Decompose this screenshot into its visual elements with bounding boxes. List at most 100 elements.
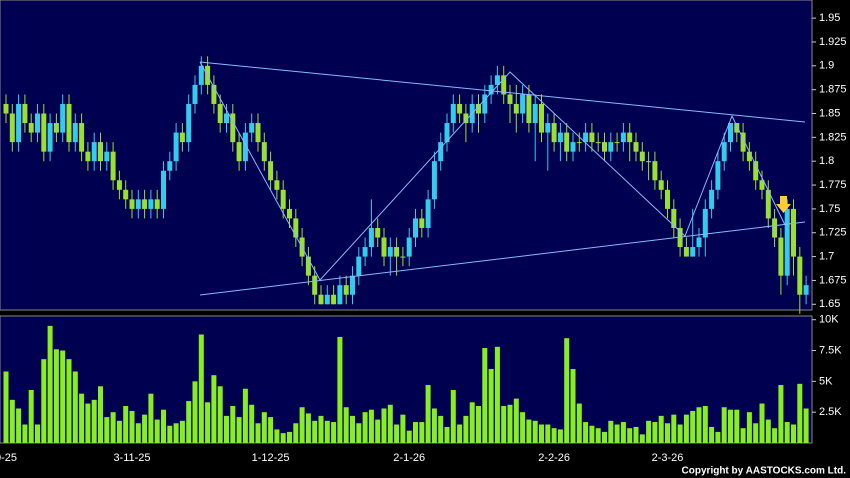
candle-body [53,123,59,133]
volume-bar [746,412,752,443]
volume-bar [179,420,185,443]
candle-body [224,113,229,124]
candle-body [765,189,771,219]
volume-bar [564,338,570,443]
y-tick-label: 5K [819,375,833,387]
candle-body [576,142,582,144]
candle-body [627,132,633,143]
candle-body [444,123,450,143]
candle-body [312,275,318,295]
volume-bar [198,334,204,443]
volume-bar [431,408,437,443]
volume-bar [759,403,765,443]
candle-body [116,180,122,190]
volume-bar [299,407,305,443]
candle-body [104,151,110,162]
volume-bar [671,414,677,443]
y-tick-label: 1.9 [819,60,834,72]
y-tick-label: 7.5K [819,344,842,356]
candle-body [41,113,47,152]
volume-bar [683,414,689,443]
candle-body [337,285,343,305]
volume-bar [444,426,450,443]
volume-panel [0,315,813,444]
candle-body [47,123,53,152]
candle-body [532,103,538,124]
volume-bar [387,404,393,443]
x-tick-label: 0-25 [0,452,17,464]
volume-bar [772,428,778,443]
candle-body [368,227,374,248]
candle-body [513,103,519,114]
volume-bar [784,422,790,443]
volume-bar [41,359,47,443]
candle-body [419,218,425,228]
volume-bar [60,350,66,443]
volume-bar [129,410,135,443]
candle-body [734,123,740,133]
volume-bar [274,429,280,443]
volume-bar [702,406,708,443]
volume-bar [368,409,374,443]
candle-body [318,294,324,305]
candle-body [438,142,444,162]
volume-bar [362,412,368,443]
x-tick-label: 1-12-25 [252,452,290,464]
candle-body [142,199,148,209]
candle-body [778,237,784,276]
candle-body [305,256,311,276]
candle-body [356,256,362,276]
volume-bar [620,422,626,443]
volume-bar [116,420,122,443]
volume-bar [9,399,15,443]
volume-bar [734,409,740,443]
y-tick-label: 1.725 [819,227,847,239]
candle-body [324,294,330,305]
volume-bar [205,402,211,443]
candle-body [557,132,563,143]
volume-bar [72,371,78,443]
candle-body [400,256,406,258]
volume-bar [570,369,576,443]
volume-bar [47,325,53,443]
candle-body [3,103,9,114]
candle-body [154,199,160,209]
candle-body [620,132,626,143]
y-tick-label: 2.5K [819,406,842,418]
volume-bar [476,406,481,443]
volume-bar [79,393,85,443]
volume-bar [3,371,9,443]
candle-body [135,199,141,209]
y-tick-label: 1.675 [819,274,847,286]
volume-bar [142,414,148,443]
candle-body [79,123,85,152]
volume-bar [173,423,179,443]
volume-bar [457,424,463,443]
candle-body [350,275,355,295]
y-tick-label: 1.875 [819,84,847,96]
volume-bar [28,389,34,443]
volume-bar [520,412,526,443]
volume-bar [608,420,614,443]
volume-bar [318,415,324,443]
volume-bar [753,423,759,443]
volume-bar [255,423,261,443]
candle-body [463,113,469,124]
zigzag [199,61,786,281]
volume-bar [211,375,217,443]
candle-body [179,132,185,143]
candle-body [406,237,412,257]
candle-body [28,123,34,133]
volume-bar [633,426,639,443]
candle-body [583,132,589,143]
volume-bar [614,424,620,443]
volume-bar [501,406,507,443]
candle-body [476,103,481,114]
volume-bar [236,417,242,443]
candle-body [728,123,733,143]
y-tick-label: 1.75 [819,203,840,215]
candle-body [91,142,97,162]
candle-body [22,103,28,124]
y-tick-label: 1.8 [819,155,834,167]
volume-bar [425,385,431,443]
